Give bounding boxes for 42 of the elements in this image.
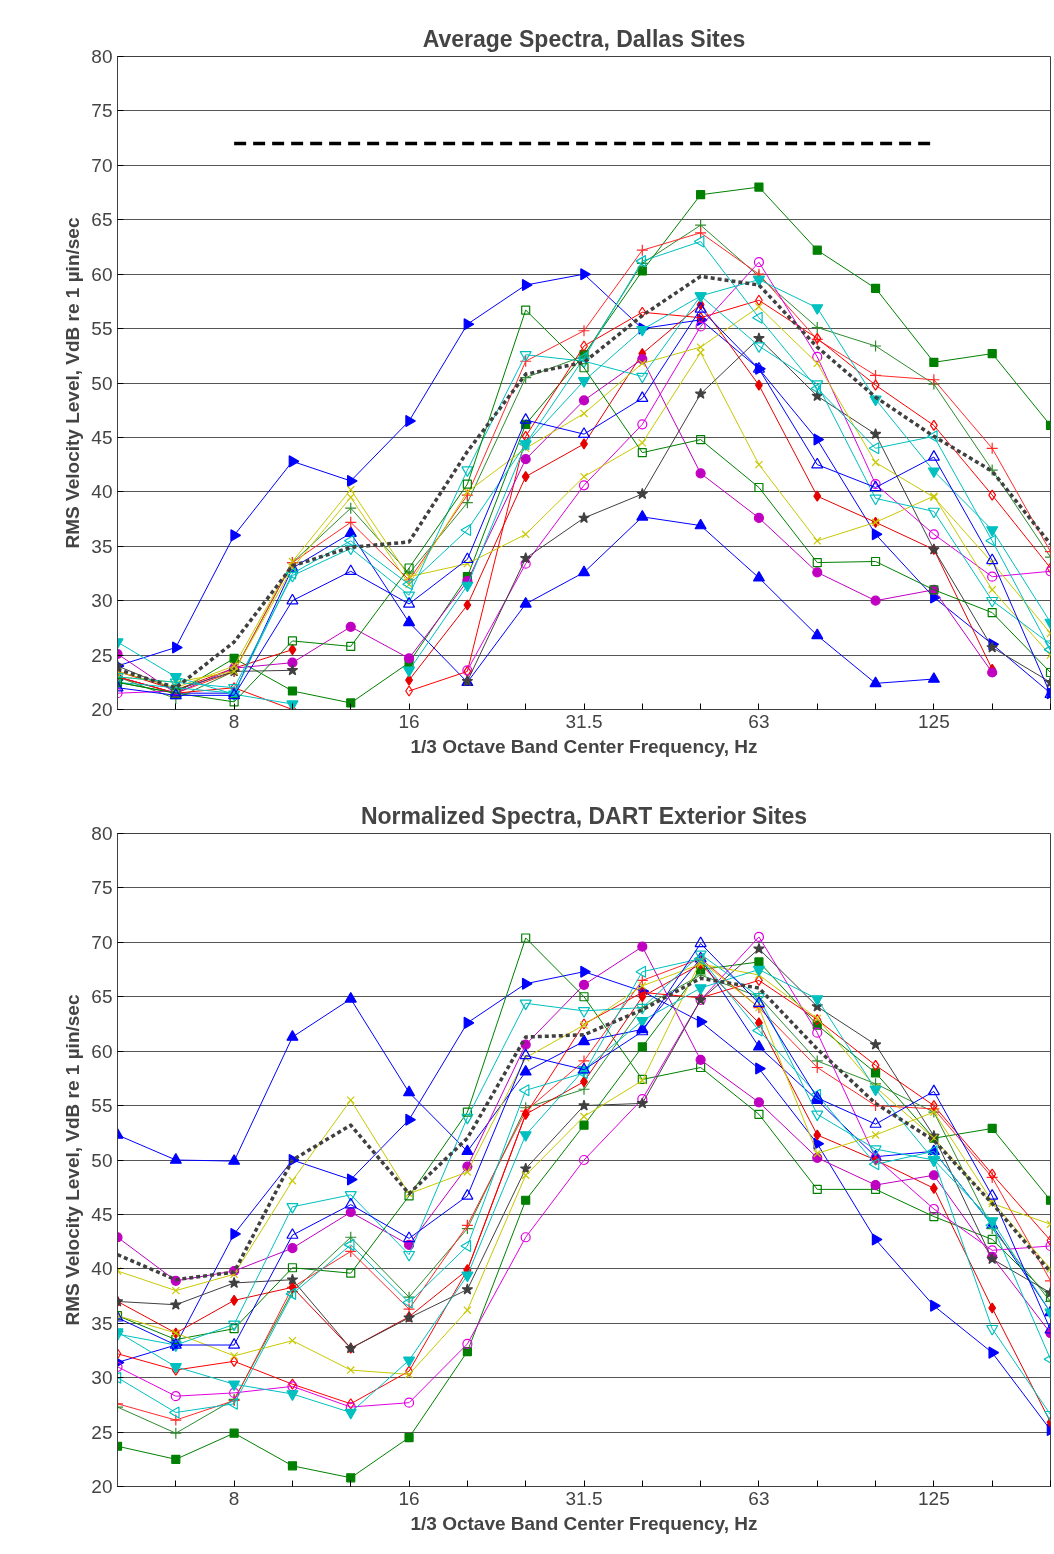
y-tick-label: 65 — [91, 986, 113, 1008]
y-tick-label: 35 — [91, 535, 113, 557]
y-tick-label: 20 — [91, 1476, 113, 1497]
y-tick-label: 40 — [91, 1258, 113, 1280]
y-tick-label: 45 — [91, 426, 113, 448]
x-tick-label: 8 — [228, 710, 240, 732]
y-tick-label: 20 — [91, 699, 113, 720]
chart-title: Average Spectra, Dallas Sites — [422, 25, 746, 52]
y-axis-title: RMS Velocity Level, VdB re 1 µin/sec — [62, 217, 84, 549]
y-tick-label: 70 — [91, 931, 113, 953]
y-tick-label: 50 — [91, 372, 113, 394]
y-tick-label: 25 — [91, 1421, 113, 1443]
x-tick-label: 125 — [918, 1487, 950, 1509]
y-tick-label: 75 — [91, 877, 113, 899]
y-tick-label: 50 — [91, 1149, 113, 1171]
y-tick-label: 35 — [91, 1312, 113, 1334]
y-tick-label: 80 — [91, 46, 113, 67]
y-tick-label: 55 — [91, 1095, 113, 1117]
y-tick-label: 60 — [91, 1040, 113, 1062]
y-tick-label: 80 — [91, 823, 113, 844]
y-tick-label: 40 — [91, 481, 113, 503]
y-tick-label: 70 — [91, 154, 113, 176]
x-tick-label: 63 — [748, 710, 770, 732]
x-tick-label: 31.5 — [565, 1487, 603, 1509]
x-tick-label: 125 — [918, 710, 950, 732]
x-tick-label: 31.5 — [565, 710, 603, 732]
x-tick-label: 8 — [228, 1487, 240, 1509]
y-tick-label: 30 — [91, 1367, 113, 1389]
y-tick-label: 65 — [91, 209, 113, 231]
chart-title: Normalized Spectra, DART Exterior Sites — [360, 802, 808, 829]
x-tick-label: 16 — [398, 710, 420, 732]
y-tick-label: 55 — [91, 318, 113, 340]
x-axis-title: 1/3 Octave Band Center Frequency, Hz — [410, 1512, 758, 1534]
y-tick-label: 30 — [91, 590, 113, 612]
y-axis-title: RMS Velocity Level, VdB re 1 µin/sec — [62, 994, 84, 1326]
y-tick-label: 60 — [91, 263, 113, 285]
x-tick-label: 16 — [398, 1487, 420, 1509]
y-tick-label: 45 — [91, 1203, 113, 1225]
y-tick-label: 75 — [91, 100, 113, 122]
x-axis-title: 1/3 Octave Band Center Frequency, Hz — [410, 735, 758, 757]
x-tick-label: 63 — [748, 1487, 770, 1509]
y-tick-label: 25 — [91, 644, 113, 666]
